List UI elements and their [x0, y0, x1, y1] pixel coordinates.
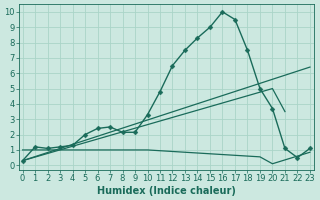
- X-axis label: Humidex (Indice chaleur): Humidex (Indice chaleur): [97, 186, 236, 196]
